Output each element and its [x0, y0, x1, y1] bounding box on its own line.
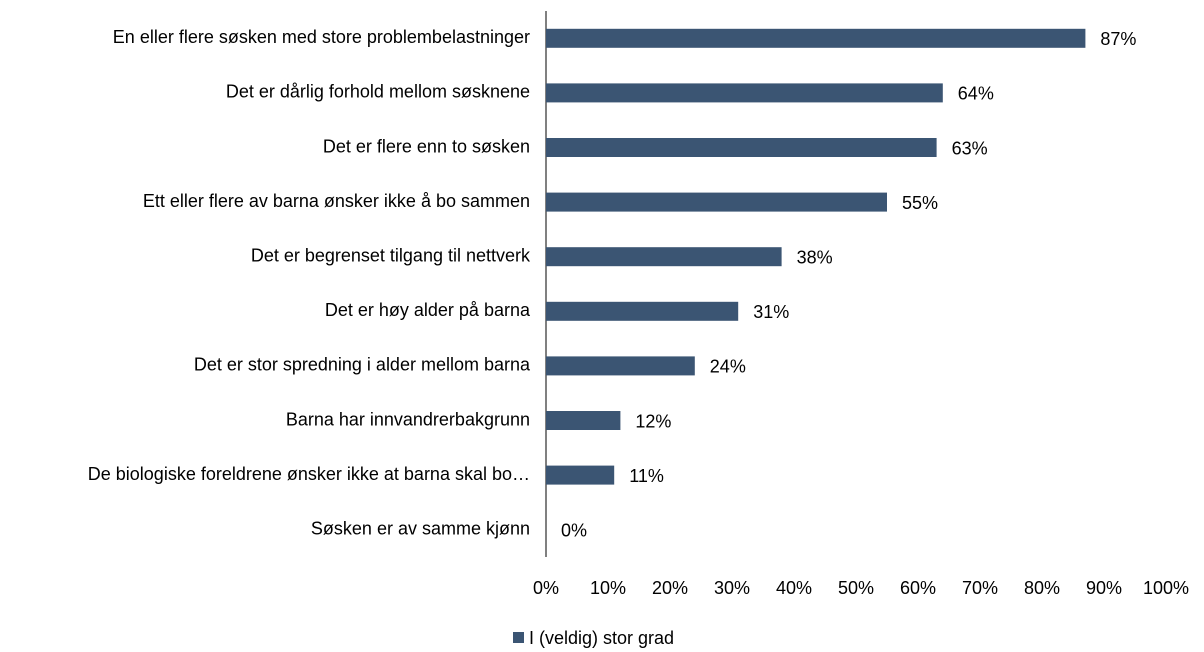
x-tick-label: 40%	[776, 578, 812, 598]
x-tick-label: 10%	[590, 578, 626, 598]
bar	[546, 465, 615, 485]
y-tick-label: Det er stor spredning i alder mellom bar…	[194, 355, 531, 375]
bar	[546, 28, 1086, 48]
legend-swatch	[513, 632, 524, 643]
x-tick-label: 100%	[1143, 578, 1189, 598]
y-tick-label: Det er dårlig forhold mellom søsknene	[226, 82, 530, 102]
x-tick-label: 70%	[962, 578, 998, 598]
value-label: 11%	[629, 466, 664, 486]
value-label: 87%	[1100, 29, 1136, 49]
value-label: 31%	[753, 302, 789, 322]
y-tick-label: Ett eller flere av barna ønsker ikke å b…	[143, 191, 530, 211]
bar	[546, 301, 739, 321]
y-tick-label: Det er flere enn to søsken	[323, 136, 530, 156]
y-tick-label: Det er begrenset tilgang til nettverk	[251, 245, 531, 265]
x-tick-label: 30%	[714, 578, 750, 598]
value-label: 63%	[952, 138, 988, 158]
x-tick-label: 60%	[900, 578, 936, 598]
x-tick-label: 90%	[1086, 578, 1122, 598]
x-tick-label: 50%	[838, 578, 874, 598]
bar	[546, 192, 887, 212]
value-label: 12%	[635, 411, 671, 431]
legend-label: I (veldig) stor grad	[529, 628, 674, 648]
y-tick-label: Barna har innvandrerbakgrunn	[286, 409, 530, 429]
value-label: 24%	[710, 357, 746, 377]
bar	[546, 247, 782, 267]
bar	[546, 356, 695, 376]
value-label: 55%	[902, 193, 938, 213]
bar	[546, 83, 943, 103]
bar	[546, 138, 937, 157]
y-tick-label: Det er høy alder på barna	[325, 300, 531, 320]
bar	[546, 411, 621, 430]
x-tick-label: 20%	[652, 578, 688, 598]
y-tick-label: En eller flere søsken med store problemb…	[113, 27, 530, 47]
x-tick-label: 80%	[1024, 578, 1060, 598]
y-tick-label: De biologiske foreldrene ønsker ikke at …	[88, 464, 530, 484]
value-label: 38%	[797, 247, 833, 267]
y-tick-label: Søsken er av samme kjønn	[311, 518, 530, 538]
x-tick-label: 0%	[533, 578, 559, 598]
value-label: 0%	[561, 520, 587, 540]
value-label: 64%	[958, 84, 994, 104]
